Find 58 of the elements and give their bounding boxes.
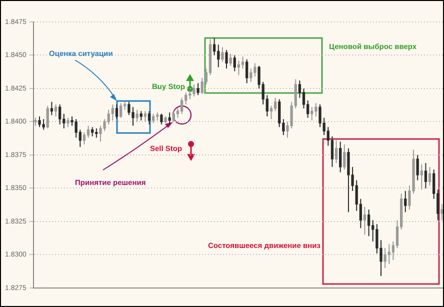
candlestick xyxy=(416,154,419,181)
candlestick xyxy=(132,106,134,126)
candlestick xyxy=(404,190,407,213)
candlestick xyxy=(148,110,151,125)
candlestick xyxy=(136,109,138,122)
candlestick xyxy=(54,104,58,117)
candlestick xyxy=(318,104,322,128)
candlestick xyxy=(343,144,346,170)
candlestick xyxy=(440,204,443,221)
candlestick xyxy=(347,148,350,213)
candlestick xyxy=(254,62,256,78)
candlestick xyxy=(74,118,78,138)
candlestick xyxy=(339,141,342,173)
candlestick xyxy=(111,104,114,121)
candlestick xyxy=(278,98,281,128)
candlestick xyxy=(58,104,62,125)
candlestick xyxy=(128,101,130,116)
candlestick xyxy=(424,162,428,189)
candlestick xyxy=(46,105,49,129)
candlestick xyxy=(212,37,216,56)
candlestick xyxy=(144,110,147,122)
candlestick xyxy=(420,164,423,190)
candlestick xyxy=(115,104,118,120)
candlestick xyxy=(50,101,54,116)
candlestick xyxy=(367,209,370,237)
candlestick xyxy=(250,68,252,82)
candlestick xyxy=(246,58,248,84)
candlestick xyxy=(172,110,175,122)
candlestick xyxy=(95,128,98,138)
candlestick xyxy=(119,102,122,118)
candlestick xyxy=(82,132,86,145)
candlestick xyxy=(140,110,142,121)
candlestick xyxy=(428,166,432,186)
candlestick xyxy=(38,116,41,128)
candlestick xyxy=(180,97,184,114)
candlestick xyxy=(168,112,171,125)
candlestick xyxy=(160,113,163,125)
candlestick xyxy=(237,60,240,76)
candlestick xyxy=(152,113,155,124)
candlestick xyxy=(229,53,232,66)
candlestick xyxy=(107,109,110,125)
candlestick xyxy=(334,140,338,164)
candlestick xyxy=(66,117,70,128)
candlestick xyxy=(274,97,277,112)
candlestick xyxy=(192,84,196,97)
candlestick xyxy=(241,56,244,70)
candlestick xyxy=(270,105,273,120)
candlestick xyxy=(99,125,102,142)
candlestick xyxy=(42,118,45,130)
candlestick xyxy=(221,46,224,62)
candlestick xyxy=(384,248,386,269)
candlestick xyxy=(314,102,318,117)
candlestick xyxy=(363,206,366,236)
candlestick xyxy=(233,54,236,72)
candlestick xyxy=(225,49,228,70)
candlestick xyxy=(217,44,220,68)
candlestick xyxy=(86,125,90,138)
candlestick xyxy=(196,82,200,96)
